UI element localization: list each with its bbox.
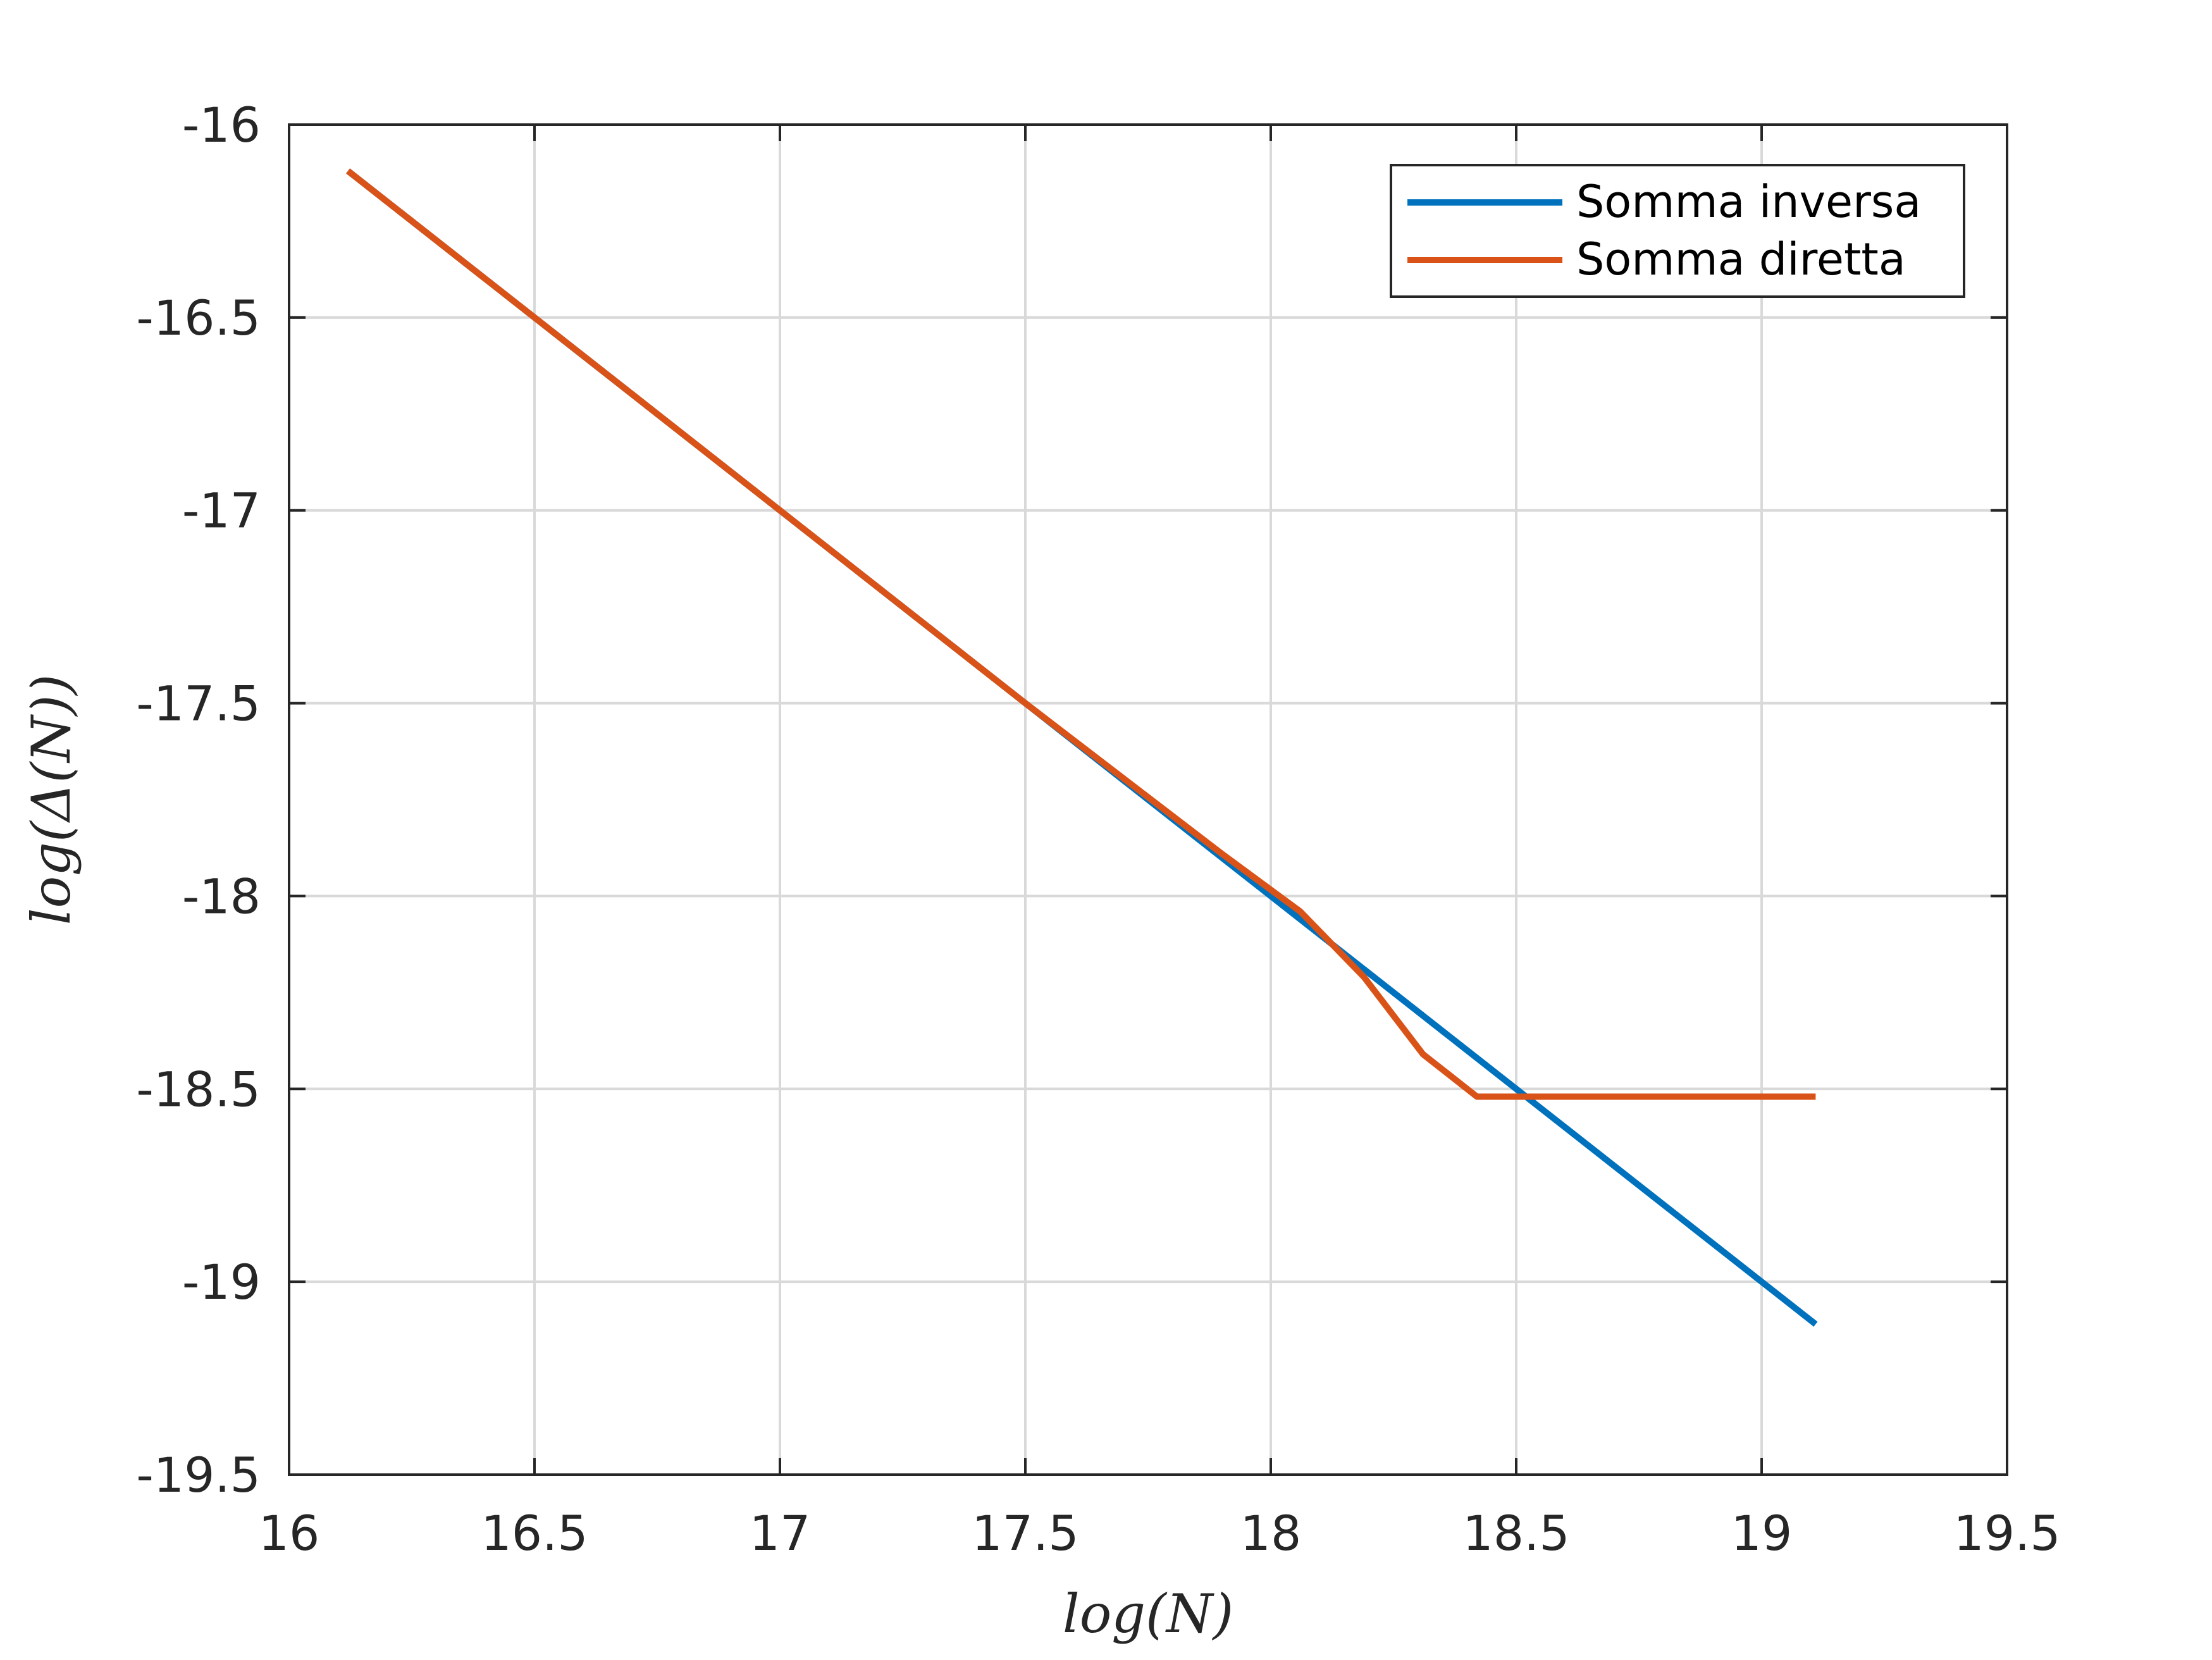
grid: [289, 125, 2007, 1475]
y-tick-label: -17.5: [136, 676, 261, 732]
x-tick-label: 16.5: [481, 1505, 588, 1561]
x-tick-label: 17: [750, 1505, 811, 1561]
x-tick-label: 19.5: [1953, 1505, 2060, 1561]
ticks: 16 16.5 17 17.5 18 18.5 19 19.5 -16 -16.5 -17 -17.5…: [136, 97, 2060, 1561]
legend-box: [1390, 164, 1965, 298]
x-tick-label: 18: [1240, 1505, 1302, 1561]
axes-box: [288, 123, 2008, 1476]
series-group: [346, 168, 1818, 1327]
x-tick-label: 17.5: [972, 1505, 1078, 1561]
y-tick-label: -17: [182, 483, 261, 539]
x-tick-label: 19: [1731, 1505, 1793, 1561]
x-tick-label: 16: [259, 1505, 320, 1561]
legend-label-somma-diretta: Somma diretta: [1576, 233, 1906, 285]
y-tick-label: -18: [182, 868, 261, 924]
y-tick-label: -19: [182, 1254, 261, 1310]
x-axis-title: log(N): [1063, 1583, 1233, 1645]
y-tick-label: -19.5: [136, 1447, 261, 1503]
x-tick-label: 18.5: [1462, 1505, 1569, 1561]
legend: Somma inversa Somma diretta: [1390, 164, 1965, 298]
y-tick-label: -18.5: [136, 1061, 261, 1117]
y-tick-label: -16.5: [136, 290, 261, 346]
series-line-somma-diretta: [346, 168, 1816, 1100]
y-axis-title: log(Δ(N)): [20, 674, 82, 925]
legend-label-somma-inversa: Somma inversa: [1576, 176, 1921, 228]
y-tick-label: -16: [182, 97, 261, 153]
